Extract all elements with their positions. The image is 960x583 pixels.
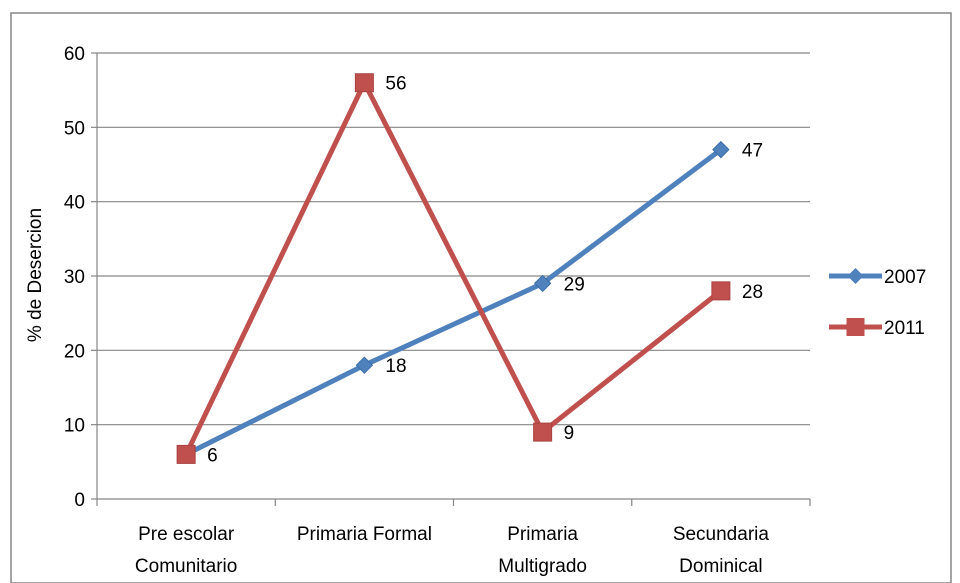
legend-marker-2007 bbox=[847, 268, 864, 284]
x-category-label: Primaria bbox=[507, 524, 578, 545]
x-category-label: Dominical bbox=[679, 556, 762, 577]
chart-border bbox=[10, 12, 952, 583]
gridlines bbox=[97, 52, 810, 426]
data-label-2007: 29 bbox=[564, 274, 585, 295]
x-category-label: Primaria Formal bbox=[297, 524, 432, 545]
marker-2011-0 bbox=[176, 444, 196, 464]
data-label-2007: 47 bbox=[742, 141, 763, 162]
data-label-2007: 18 bbox=[385, 356, 406, 377]
marker-2011-2 bbox=[533, 422, 553, 442]
y-tick-label: 40 bbox=[64, 193, 85, 214]
x-category-label: Comunitario bbox=[135, 556, 237, 577]
x-category-label: Secundaria bbox=[673, 524, 770, 545]
series-line-2011 bbox=[183, 80, 724, 457]
y-axis-title: % de Desercion bbox=[25, 208, 46, 342]
data-label-2011: 28 bbox=[742, 282, 763, 303]
data-label-2007: 6 bbox=[207, 445, 218, 466]
y-tick-label: 30 bbox=[64, 267, 85, 288]
marker-2007-3 bbox=[712, 140, 730, 159]
marker-2007-1 bbox=[355, 356, 374, 374]
legend-label-2007: 2007 bbox=[884, 267, 926, 288]
axes: 0 10 20 30 40 50 60 Pre escolar Comunitario Prima… bbox=[64, 44, 811, 577]
series-line-2007 bbox=[183, 147, 724, 457]
data-label-2011: 56 bbox=[385, 74, 406, 95]
marker-2011-1 bbox=[354, 73, 374, 93]
marker-2007-2 bbox=[533, 274, 552, 293]
x-category-label: Pre escolar bbox=[138, 524, 235, 545]
data-labels: 6 18 29 47 56 9 28 bbox=[207, 74, 763, 467]
y-tick-label: 20 bbox=[64, 341, 85, 362]
y-tick-label: 0 bbox=[74, 490, 85, 511]
y-tick-label: 60 bbox=[64, 44, 85, 65]
legend: 2007 2011 bbox=[829, 267, 926, 339]
series bbox=[176, 73, 731, 464]
marker-2011-3 bbox=[711, 281, 731, 301]
legend-marker-2011 bbox=[846, 318, 865, 336]
y-tick-label: 50 bbox=[64, 118, 85, 139]
y-tick-label: 10 bbox=[64, 416, 85, 437]
data-label-2011: 9 bbox=[564, 423, 575, 444]
legend-label-2011: 2011 bbox=[884, 318, 925, 339]
x-category-label: Multigrado bbox=[498, 556, 587, 577]
